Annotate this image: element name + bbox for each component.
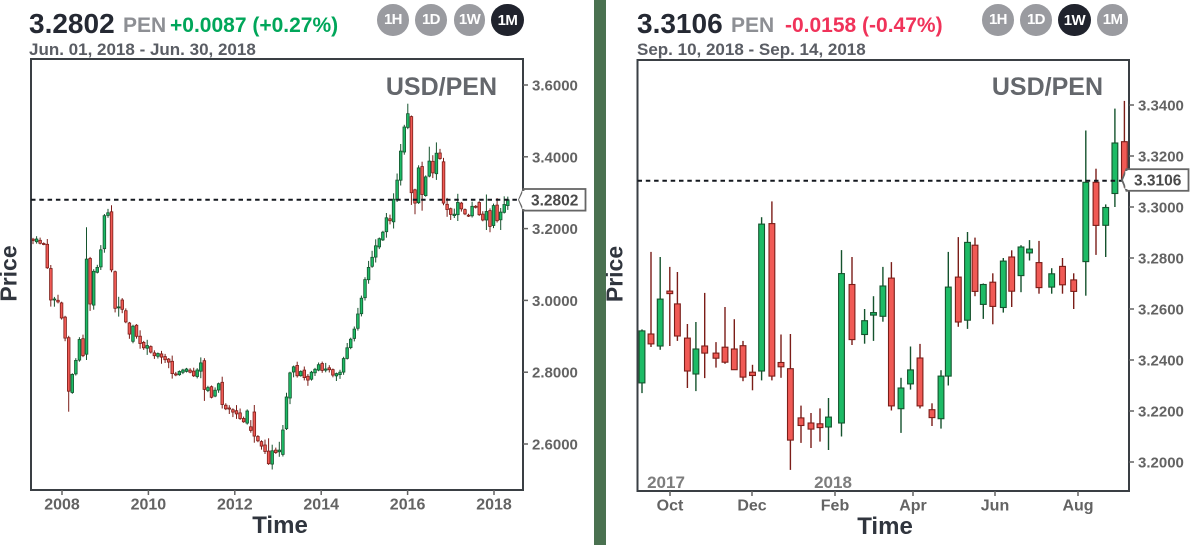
svg-text:2012: 2012 xyxy=(217,497,253,514)
svg-text:2018: 2018 xyxy=(476,497,512,514)
svg-text:USD/PEN: USD/PEN xyxy=(992,73,1103,101)
svg-text:3.3000: 3.3000 xyxy=(1138,200,1184,217)
svg-text:3.2802: 3.2802 xyxy=(531,193,578,210)
svg-text:2.8000: 2.8000 xyxy=(532,365,578,382)
svg-text:2010: 2010 xyxy=(131,497,167,514)
svg-text:Price: Price xyxy=(0,245,22,301)
svg-text:Time: Time xyxy=(857,513,913,540)
svg-text:2008: 2008 xyxy=(44,497,80,514)
svg-text:Dec: Dec xyxy=(737,498,766,515)
svg-text:3.0000: 3.0000 xyxy=(532,293,578,310)
svg-text:2014: 2014 xyxy=(303,497,339,514)
svg-text:2018: 2018 xyxy=(814,473,852,492)
svg-text:3.2000: 3.2000 xyxy=(532,221,578,238)
svg-text:3.3200: 3.3200 xyxy=(1138,149,1184,166)
svg-text:3.6000: 3.6000 xyxy=(532,78,578,95)
svg-text:Oct: Oct xyxy=(657,498,684,515)
svg-text:3.2400: 3.2400 xyxy=(1138,353,1184,370)
svg-text:Feb: Feb xyxy=(821,498,850,515)
svg-text:3.3400: 3.3400 xyxy=(1138,98,1184,115)
svg-text:2.6000: 2.6000 xyxy=(532,437,578,454)
svg-text:3.2000: 3.2000 xyxy=(1138,455,1184,472)
svg-text:Jun: Jun xyxy=(981,498,1009,515)
svg-text:USD/PEN: USD/PEN xyxy=(386,73,497,101)
svg-text:3.4000: 3.4000 xyxy=(532,149,578,166)
svg-text:2016: 2016 xyxy=(390,497,426,514)
svg-text:3.2800: 3.2800 xyxy=(1138,251,1184,268)
svg-text:3.3106: 3.3106 xyxy=(1134,173,1182,190)
svg-text:Time: Time xyxy=(252,512,308,539)
svg-text:Apr: Apr xyxy=(899,498,927,515)
svg-text:2017: 2017 xyxy=(647,473,685,492)
svg-text:Aug: Aug xyxy=(1062,498,1093,515)
svg-text:3.2600: 3.2600 xyxy=(1138,302,1184,319)
svg-text:3.2200: 3.2200 xyxy=(1138,404,1184,421)
